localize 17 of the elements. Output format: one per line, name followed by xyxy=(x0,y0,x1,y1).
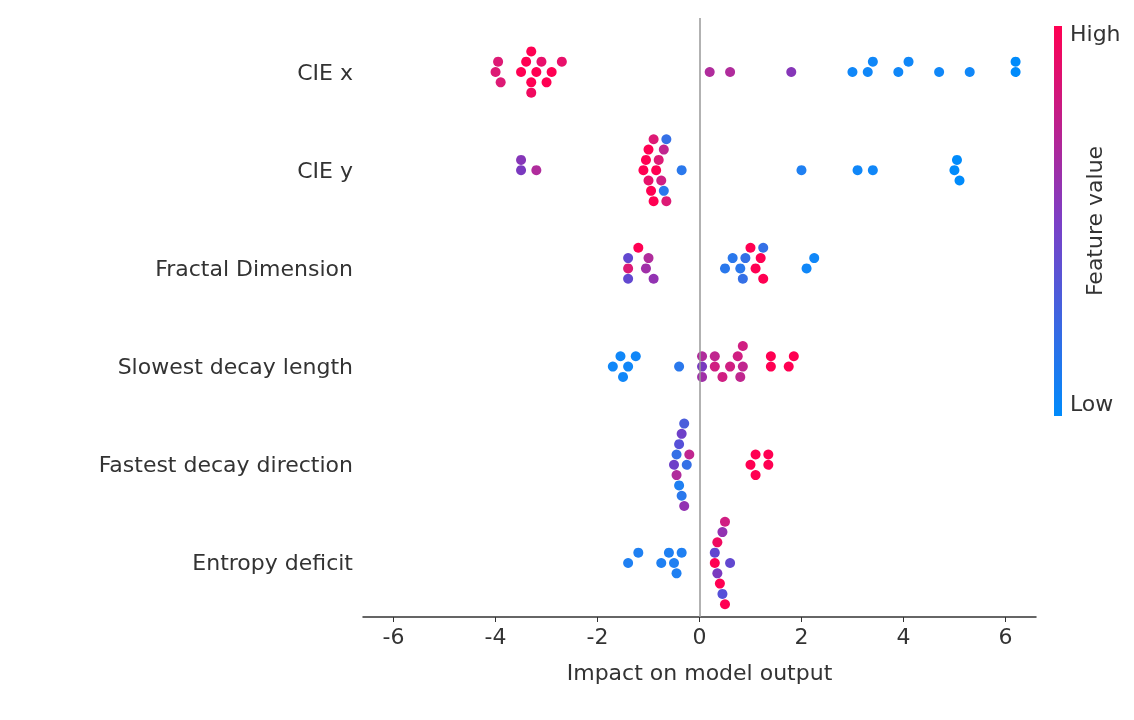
x-tick-label: 2 xyxy=(794,623,809,649)
x-tick-label: -6 xyxy=(382,623,405,649)
x-tick-label: 6 xyxy=(998,623,1013,649)
x-tick-label: -4 xyxy=(484,623,507,649)
x-tick-label: -2 xyxy=(586,623,609,649)
y-tick-label: CIE x xyxy=(297,59,353,85)
text: Low xyxy=(1070,390,1114,416)
x-axis-title: Impact on model output xyxy=(566,659,833,685)
y-tick-label: Entropy deficit xyxy=(192,550,354,576)
color-bar-title: Feature value xyxy=(1081,145,1107,297)
text: High xyxy=(1070,20,1121,46)
y-tick-label: Fractal Dimension xyxy=(155,255,353,281)
x-tick-label: 4 xyxy=(896,623,911,649)
y-tick-label: CIE y xyxy=(297,157,353,183)
y-tick-label: Slowest decay length xyxy=(117,354,353,380)
y-tick-label: Fastest decay direction xyxy=(98,452,353,478)
x-tick-label: 0 xyxy=(692,623,707,649)
